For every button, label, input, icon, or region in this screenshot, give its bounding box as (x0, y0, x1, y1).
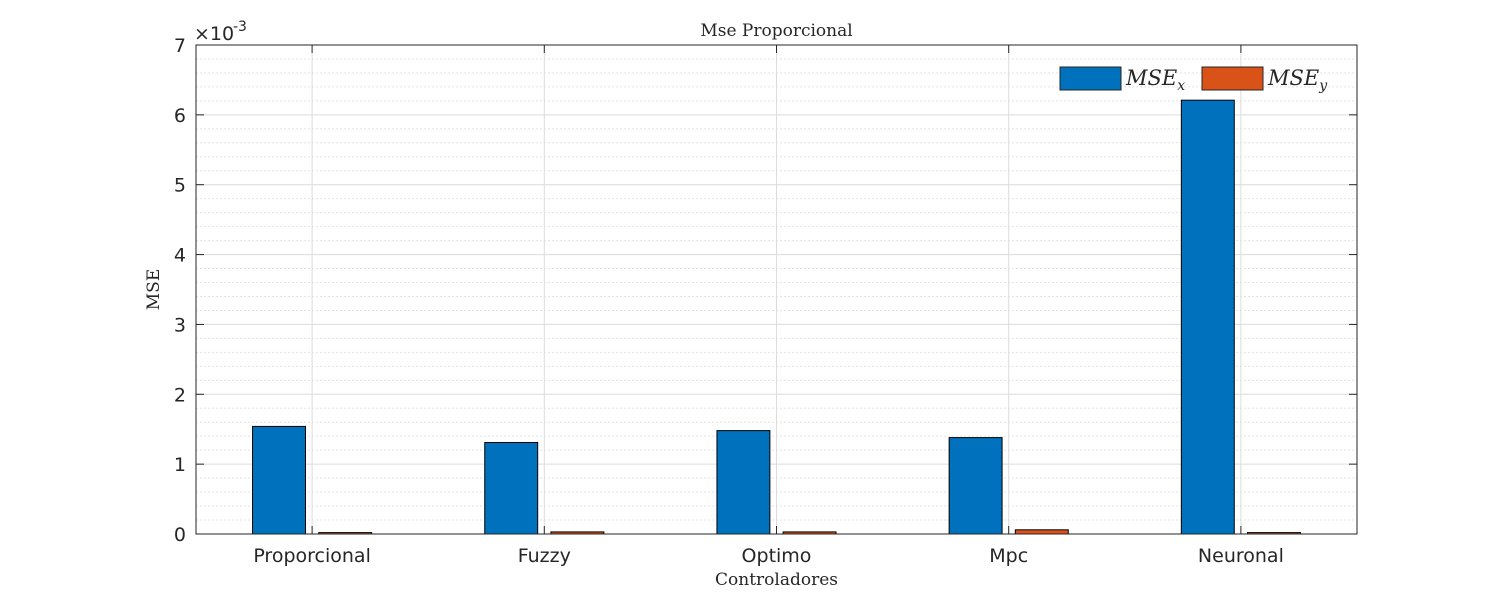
y-tick-label: 6 (174, 105, 186, 127)
legend-label-mse-y: MSEy (1267, 66, 1328, 94)
y-tick-label: 4 (174, 245, 186, 267)
bar-mse-y-mpc (1014, 529, 1069, 535)
legend-swatch-mse-x (1059, 66, 1122, 91)
x-tick-label-neuronal: Neuronal (1198, 545, 1284, 567)
bar-mse-x-neuronal (1180, 99, 1235, 535)
y-tick-label: 7 (174, 35, 186, 57)
y-axis-label: MSE (144, 269, 164, 310)
y-tick-label: 1 (174, 454, 186, 476)
y-tick-label: 2 (174, 384, 186, 406)
x-tick-label-fuzzy: Fuzzy (518, 545, 571, 567)
bar-mse-x-fuzzy (484, 441, 539, 535)
x-tick-label-optimo: Optimo (742, 545, 812, 567)
tick-layer: 0 1 2 3 4 5 6 7 Proporcional Fuzzy Optimo Mpc Neuron… (174, 35, 1357, 567)
y-tick-label: 3 (174, 314, 186, 336)
legend-swatch-mse-y (1201, 66, 1264, 91)
bar-mse-x-optimo (716, 430, 771, 535)
legend-label-mse-x: MSEx (1125, 66, 1185, 94)
y-axis-exponent: ×10 -3 (194, 19, 247, 45)
grid-layer (196, 44, 1357, 535)
bar-mse-x-mpc (948, 437, 1003, 535)
legend: MSEx MSEy (1059, 66, 1328, 94)
y-tick-label: 0 (174, 524, 186, 546)
x-tick-label-proporcional: Proporcional (253, 545, 371, 567)
x-axis-label: Controladores (715, 570, 838, 590)
y-exponent-power: -3 (233, 19, 247, 35)
y-tick-label: 5 (174, 175, 186, 197)
x-tick-label-mpc: Mpc (989, 545, 1028, 567)
bar-mse-x-proporcional (252, 425, 306, 535)
y-exponent-base: ×10 (194, 23, 234, 45)
chart-title: Mse Proporcional (700, 21, 852, 41)
bar-layer (252, 99, 1301, 535)
